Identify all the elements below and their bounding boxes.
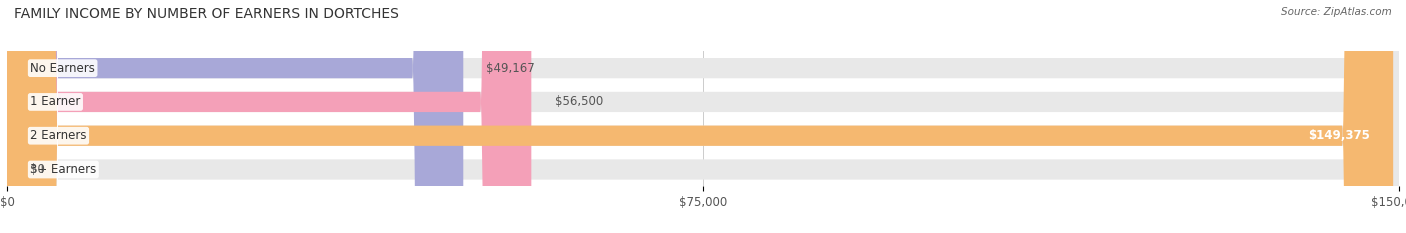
Text: $0: $0: [31, 163, 45, 176]
Text: $56,500: $56,500: [554, 96, 603, 108]
Text: 2 Earners: 2 Earners: [31, 129, 87, 142]
Text: $49,167: $49,167: [486, 62, 536, 75]
FancyBboxPatch shape: [7, 0, 1393, 233]
Text: 3+ Earners: 3+ Earners: [31, 163, 97, 176]
Text: No Earners: No Earners: [31, 62, 96, 75]
Text: 1 Earner: 1 Earner: [31, 96, 80, 108]
FancyBboxPatch shape: [7, 0, 1399, 233]
FancyBboxPatch shape: [7, 0, 1399, 233]
FancyBboxPatch shape: [7, 0, 464, 233]
Text: $149,375: $149,375: [1308, 129, 1369, 142]
FancyBboxPatch shape: [7, 0, 1399, 233]
Text: FAMILY INCOME BY NUMBER OF EARNERS IN DORTCHES: FAMILY INCOME BY NUMBER OF EARNERS IN DO…: [14, 7, 399, 21]
Text: Source: ZipAtlas.com: Source: ZipAtlas.com: [1281, 7, 1392, 17]
FancyBboxPatch shape: [7, 0, 1399, 233]
FancyBboxPatch shape: [7, 0, 531, 233]
